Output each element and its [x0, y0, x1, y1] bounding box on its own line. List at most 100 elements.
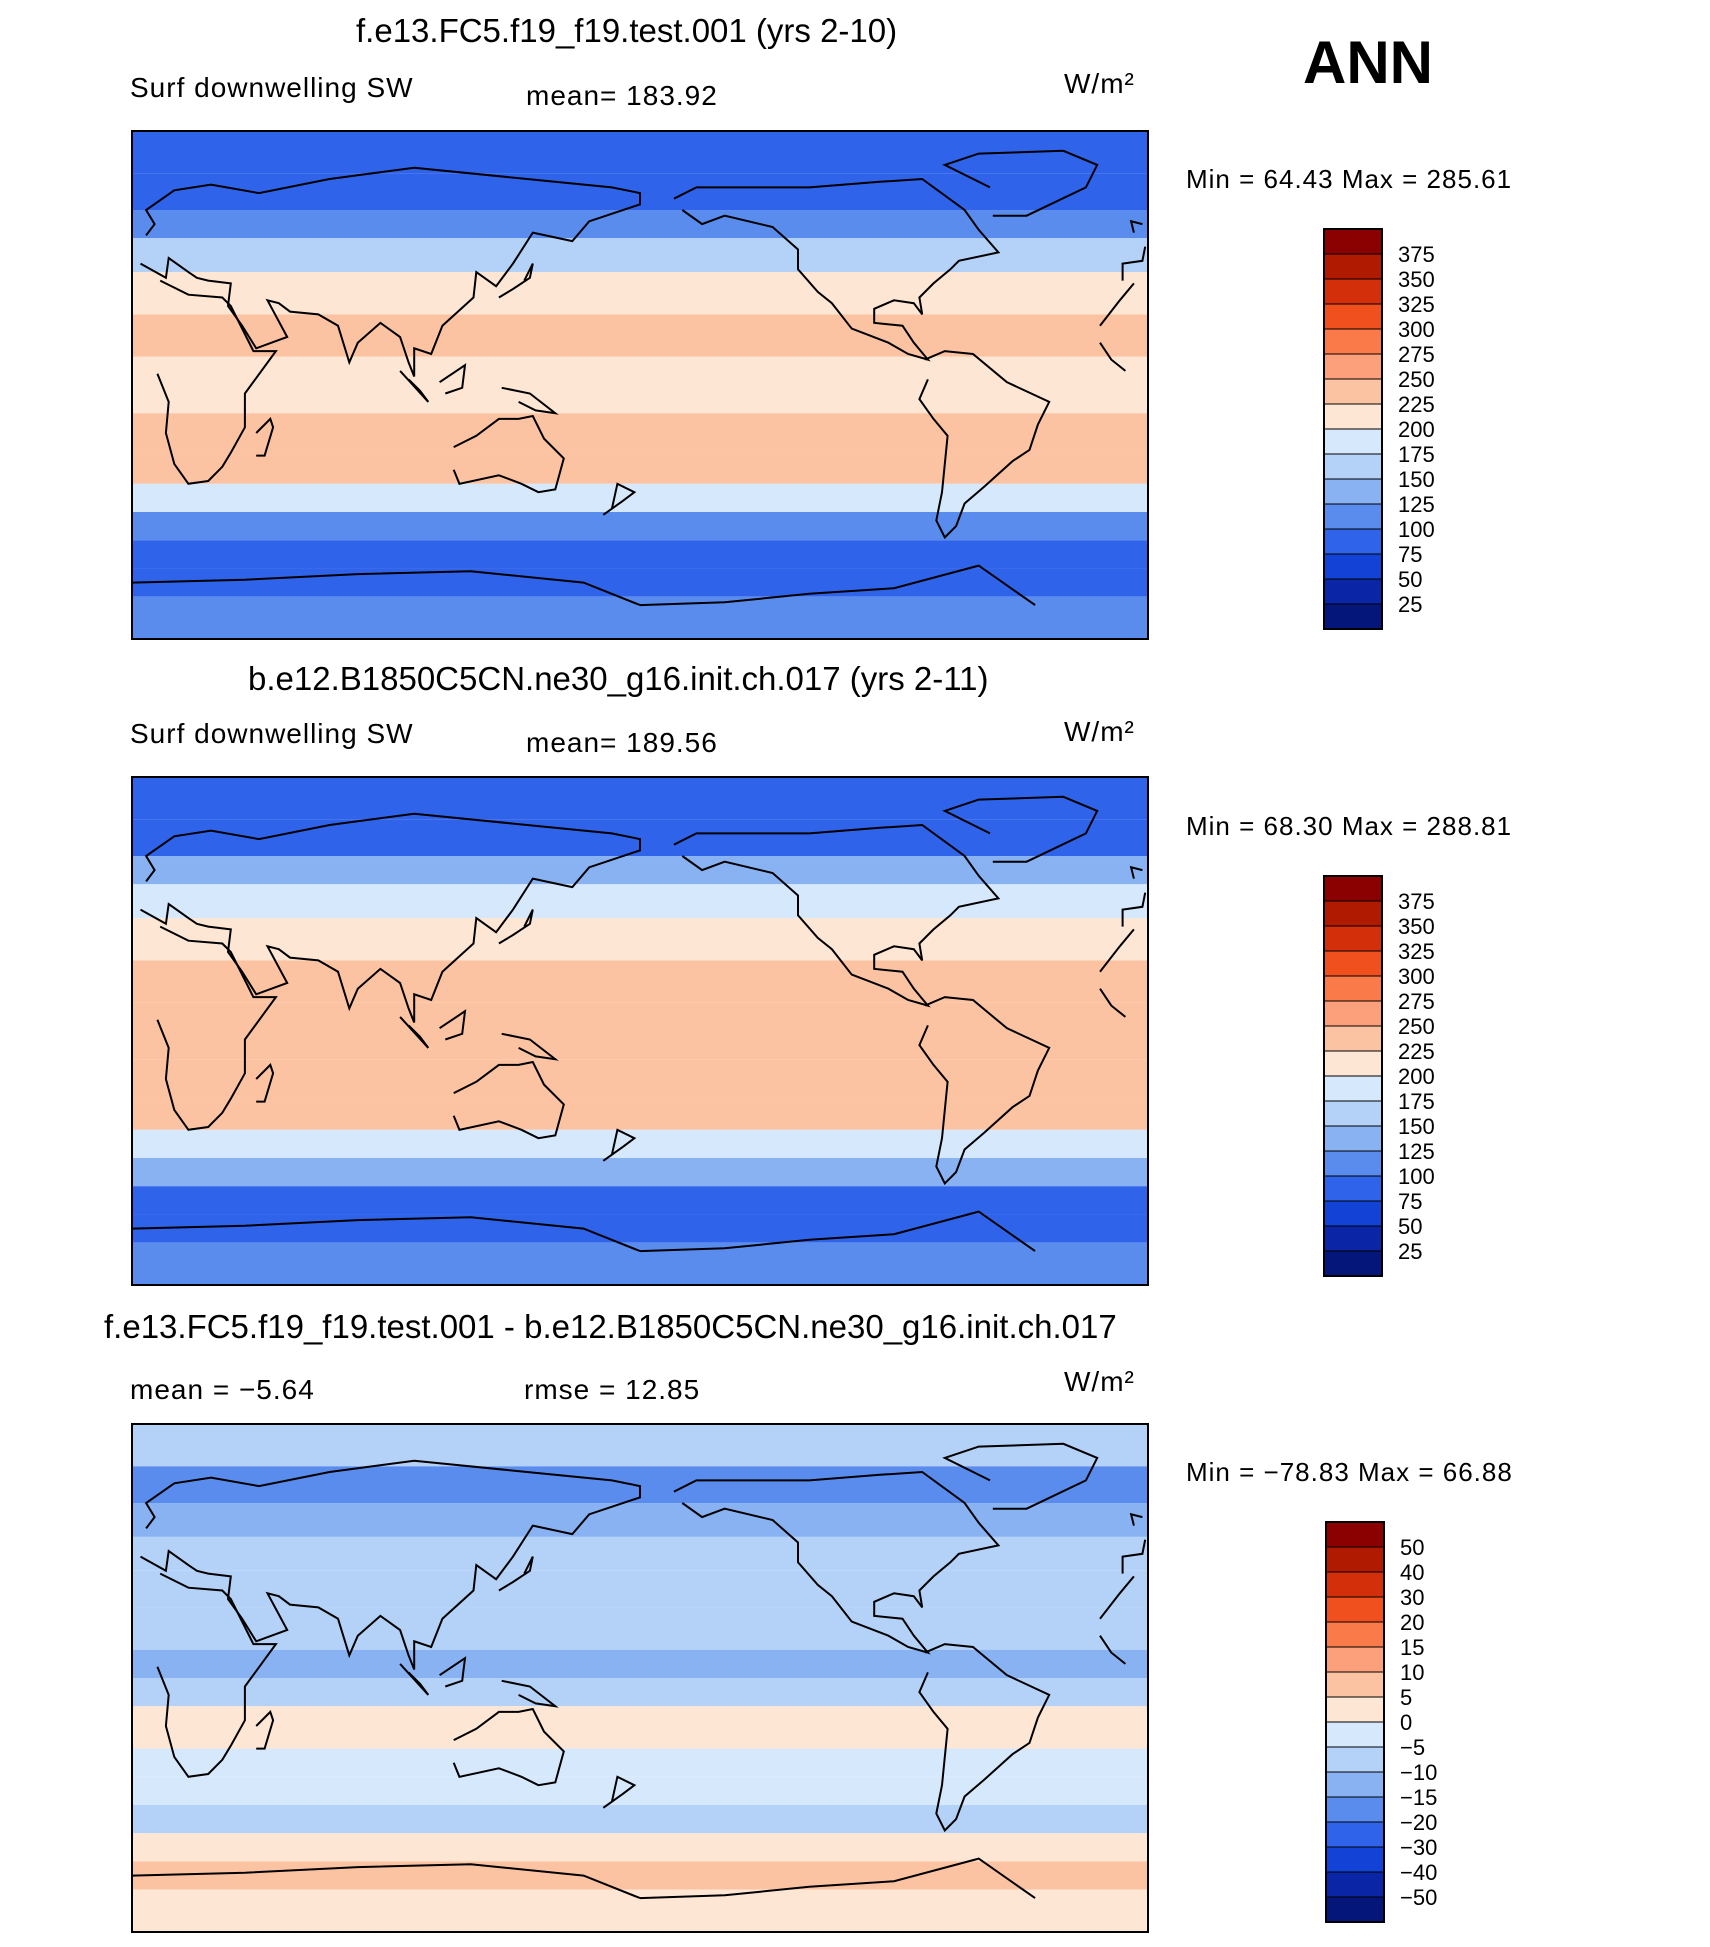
coastline: [452, 1060, 565, 1140]
coastline: [498, 1556, 534, 1592]
coastline: [1129, 865, 1143, 879]
colorbar-tick-label: −40: [1400, 1860, 1437, 1885]
colorbar-tick-label: 200: [1398, 417, 1435, 442]
colorbar-swatch: [1323, 1250, 1383, 1277]
coastline: [439, 1656, 467, 1688]
coastline: [501, 1679, 559, 1708]
coastline: [673, 823, 1001, 1008]
colorbar-swatch: [1323, 353, 1383, 380]
colorbar-swatch: [1323, 528, 1383, 555]
coastline: [140, 812, 1147, 1023]
coastline: [1129, 219, 1143, 233]
colorbar-swatch: [1323, 875, 1383, 902]
coastline: [602, 482, 637, 516]
colorbar-swatch: [1323, 1150, 1383, 1177]
panel1-colorbar: 3753503253002752502252001751501251007550…: [1323, 228, 1435, 630]
colorbar-swatch: [1323, 975, 1383, 1002]
zonal-band: [132, 1214, 1148, 1243]
coastline: [156, 1572, 1135, 1778]
colorbar-tick-label: 225: [1398, 1039, 1435, 1064]
colorbar-tick-label: 350: [1398, 914, 1435, 939]
coastline: [452, 414, 565, 494]
colorbar-swatch: [1323, 1025, 1383, 1052]
colorbar-tick-label: 250: [1398, 1014, 1435, 1039]
zonal-band: [132, 1059, 1148, 1102]
colorbar-swatch: [1323, 1225, 1383, 1252]
zonal-band: [132, 1101, 1148, 1130]
colorbar-tick-label: 100: [1398, 517, 1435, 542]
panel2-field-label: Surf downwelling SW: [130, 718, 414, 749]
colorbar-swatch: [1323, 578, 1383, 605]
colorbar-swatch: [1325, 1871, 1385, 1898]
colorbar-tick-label: 375: [1398, 242, 1435, 267]
panel2-min-max: Min = 68.30 Max = 288.81: [1186, 811, 1513, 841]
coastline: [255, 417, 275, 457]
zonal-band: [132, 1002, 1148, 1031]
colorbar-swatch: [1323, 553, 1383, 580]
coastline: [399, 1016, 430, 1049]
colorbar-tick-label: 150: [1398, 467, 1435, 492]
zonal-band: [132, 238, 1148, 273]
colorbar-tick-label: 125: [1398, 492, 1435, 517]
colorbar-swatch: [1323, 328, 1383, 355]
colorbar-swatch: [1325, 1521, 1385, 1548]
coastline: [673, 1470, 1001, 1655]
zonal-band: [132, 1570, 1148, 1608]
colorbar-swatch: [1323, 1075, 1383, 1102]
colorbar-tick-label: 75: [1398, 542, 1422, 567]
colorbar-tick-label: −5: [1400, 1735, 1425, 1760]
colorbar-swatch: [1323, 453, 1383, 480]
colorbar-swatch: [1323, 1175, 1383, 1202]
coastline: [399, 370, 430, 403]
colorbar-tick-label: 50: [1398, 567, 1422, 592]
colorbar-tick-label: 325: [1398, 939, 1435, 964]
coastline: [918, 1643, 1051, 1833]
colorbar-swatch: [1323, 925, 1383, 952]
colorbar-swatch: [1323, 303, 1383, 330]
colorbar-swatch: [1323, 1125, 1383, 1152]
colorbar-tick-label: 5: [1400, 1685, 1412, 1710]
panel1-map: [131, 130, 1149, 640]
colorbar-swatch: [1325, 1796, 1385, 1823]
zonal-band: [132, 210, 1148, 239]
colorbar-swatch: [1323, 253, 1383, 280]
coastline: [942, 1442, 1099, 1510]
zonal-band: [132, 1833, 1148, 1862]
coastline: [439, 1009, 467, 1041]
zonal-band: [132, 1031, 1148, 1060]
panel3-map: [131, 1423, 1149, 1933]
zonal-band: [132, 272, 1148, 315]
colorbar-tick-label: 275: [1398, 989, 1435, 1014]
colorbar-tick-label: 25: [1398, 592, 1422, 617]
colorbar-tick-label: −20: [1400, 1810, 1437, 1835]
coastline: [131, 1857, 1036, 1900]
zonal-band: [132, 884, 1148, 919]
colorbar-swatch: [1325, 1821, 1385, 1848]
coastline: [918, 350, 1051, 540]
zonal-band: [132, 1805, 1148, 1834]
zonal-band: [132, 356, 1148, 385]
colorbar-swatch: [1325, 1746, 1385, 1773]
zonal-band: [132, 512, 1148, 541]
colorbar-swatch: [1323, 1050, 1383, 1077]
panel1-units: W/m²: [1064, 68, 1135, 99]
colorbar-tick-label: 40: [1400, 1560, 1424, 1585]
coastline: [399, 1663, 430, 1696]
coastline: [498, 909, 534, 945]
zonal-band: [132, 483, 1148, 512]
colorbar-tick-label: 15: [1400, 1635, 1424, 1660]
colorbar-tick-label: 200: [1398, 1064, 1435, 1089]
coastline: [255, 1063, 275, 1103]
colorbar-tick-label: −30: [1400, 1835, 1437, 1860]
colorbar-swatch: [1325, 1596, 1385, 1623]
coastline: [673, 177, 1001, 362]
zonal-band: [132, 1186, 1148, 1215]
zonal-band: [132, 540, 1148, 569]
panel3-units: W/m²: [1064, 1366, 1135, 1397]
panel1-min-max: Min = 64.43 Max = 285.61: [1186, 164, 1513, 194]
colorbar-swatch: [1323, 403, 1383, 430]
colorbar-swatch: [1325, 1571, 1385, 1598]
season-label: ANN: [1303, 29, 1433, 96]
colorbar-tick-label: 250: [1398, 367, 1435, 392]
zonal-band: [132, 1129, 1148, 1158]
